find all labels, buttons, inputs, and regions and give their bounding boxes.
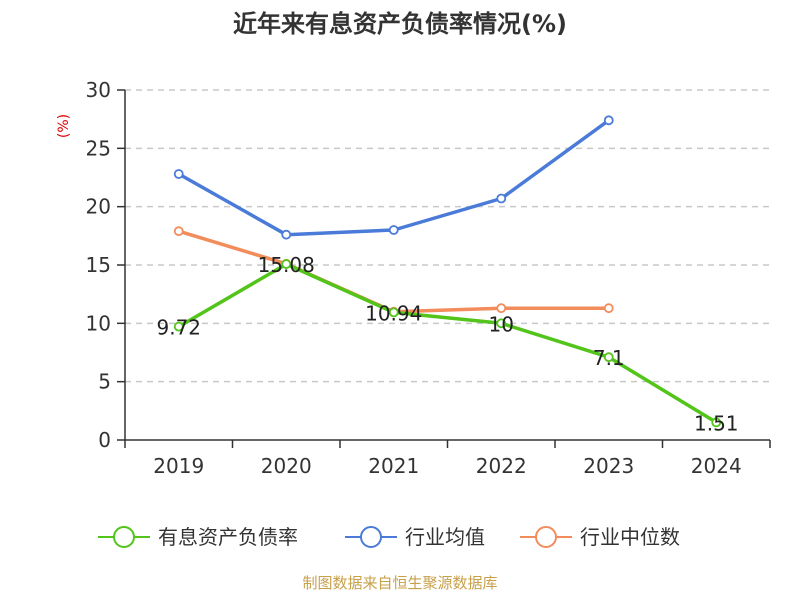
y-tick-label: 30 <box>86 78 111 102</box>
y-tick-label: 10 <box>86 311 111 335</box>
data-point <box>496 193 507 204</box>
data-point <box>711 417 722 428</box>
y-tick-label: 15 <box>86 253 111 277</box>
data-point <box>173 169 184 179</box>
data-point <box>173 321 184 332</box>
y-tick-label: 0 <box>98 428 111 452</box>
x-tick-label: 2019 <box>153 454 204 478</box>
legend-marker-0 <box>113 526 135 548</box>
data-label: 9.72 <box>156 316 201 340</box>
data-labels: 9.72 15.08 10.94 10 7.1 1.51 <box>156 253 738 435</box>
legend-label-2: 行业中位数 <box>580 525 680 549</box>
series-line-1 <box>177 118 610 237</box>
legend-marker-1 <box>360 526 382 548</box>
data-point <box>388 225 399 235</box>
axes: 0 5 10 15 20 25 30 2019 2020 2021 2022 2023 2024 <box>86 78 771 478</box>
data-label: 15.08 <box>258 253 315 277</box>
legend-marker-2 <box>535 526 557 548</box>
data-point <box>388 307 399 318</box>
y-axis-unit-label: (%) <box>56 114 72 138</box>
grid-lines <box>125 89 770 383</box>
y-tick-label: 25 <box>86 136 111 160</box>
data-point <box>496 318 507 329</box>
data-point <box>603 115 614 126</box>
data-point <box>496 303 507 314</box>
series-line-0 <box>177 262 718 424</box>
legend-label-1: 行业均值 <box>405 525 485 549</box>
legend-label-0: 有息资产负债率 <box>158 525 298 549</box>
x-tick-label: 2024 <box>691 454 742 478</box>
data-label: 10.94 <box>365 301 422 325</box>
data-label: 10 <box>489 312 514 336</box>
x-tick-label: 2021 <box>368 454 419 478</box>
data-point <box>281 229 292 240</box>
data-point <box>281 259 292 269</box>
source-note: 制图数据来自恒生聚源数据库 <box>302 574 497 592</box>
y-tick-label: 20 <box>86 195 111 219</box>
data-label: 7.1 <box>593 346 625 370</box>
x-tick-label: 2020 <box>261 454 312 478</box>
data-point <box>173 226 184 237</box>
x-tick-label: 2022 <box>476 454 527 478</box>
legend: 有息资产负债率 行业均值 行业中位数 <box>98 525 680 549</box>
data-point <box>603 303 614 314</box>
data-label: 1.51 <box>694 411 739 435</box>
x-tick-label: 2023 <box>583 454 634 478</box>
series-line-2 <box>178 229 609 314</box>
y-tick-label: 5 <box>98 370 111 394</box>
series-lines <box>173 115 722 428</box>
chart-title: 近年来有息资产负债率情况(%) <box>233 10 567 38</box>
data-point <box>603 352 614 363</box>
